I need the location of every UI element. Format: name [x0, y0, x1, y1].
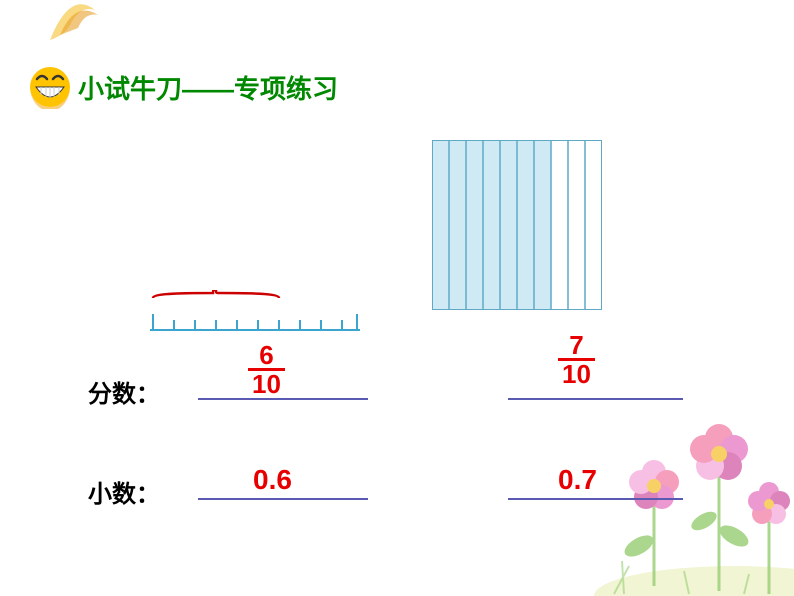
decimal-underline-2 [508, 498, 683, 500]
fraction-2-numerator: 7 [565, 332, 587, 358]
decimal-answer-2: 0.7 [558, 464, 597, 496]
decimal-underline-1 [198, 498, 368, 500]
fraction-row: 分数： 6 10 7 10 [88, 350, 788, 430]
ruler-figure [150, 290, 360, 340]
fraction-label: 分数： [88, 374, 160, 409]
decimal-label: 小数： [88, 474, 160, 509]
fraction-underline-1 [198, 398, 368, 400]
page-title: 小试牛刀——专项练习 [78, 69, 338, 106]
decimal-row: 小数： 0.6 0.7 [88, 450, 788, 530]
fraction-1-denominator: 10 [248, 371, 285, 397]
decimal-answer-1: 0.6 [253, 464, 292, 496]
fraction-underline-2 [508, 398, 683, 400]
fraction-2-denominator: 10 [558, 361, 595, 387]
fraction-answer-2: 7 10 [558, 332, 595, 387]
page-title-row: 小试牛刀——专项练习 [28, 65, 338, 109]
fraction-answer-1: 6 10 [248, 342, 285, 397]
square-grid-figure [432, 140, 602, 310]
decor-top-swirl [40, 0, 110, 50]
fraction-1-numerator: 6 [255, 342, 277, 368]
laughing-emoji-icon [28, 65, 72, 109]
